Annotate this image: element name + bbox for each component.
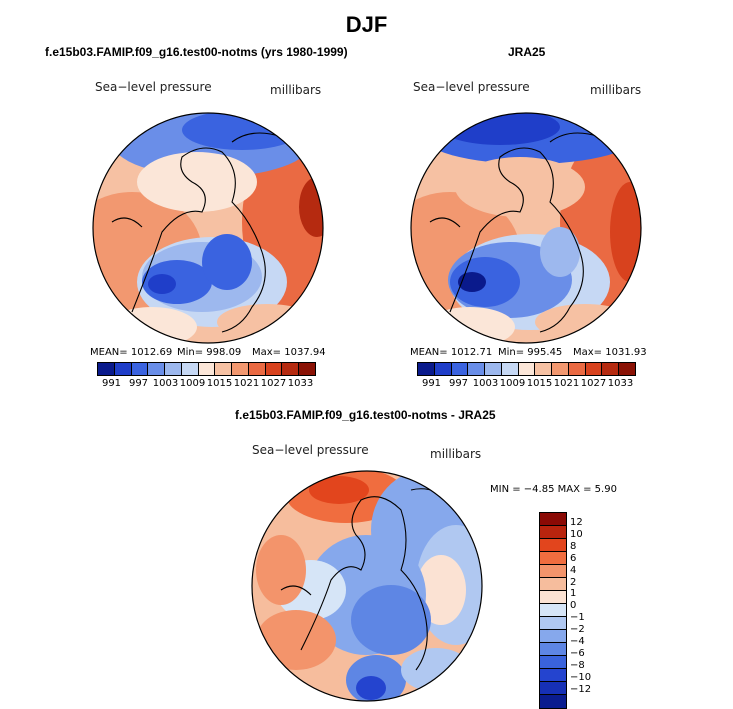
colorbar-swatch xyxy=(540,552,566,565)
colorbar-swatch xyxy=(602,363,620,375)
panel1-variable-label: Sea−level pressure xyxy=(95,80,212,94)
colorbar-tick-label: 1033 xyxy=(287,378,314,389)
colorbar-swatch xyxy=(540,539,566,552)
panel2-min: Min= 995.45 xyxy=(498,347,563,358)
colorbar-swatch xyxy=(148,363,166,375)
colorbar-swatch xyxy=(535,363,553,375)
colorbar-swatch xyxy=(282,363,300,375)
colorbar-swatch xyxy=(98,363,115,375)
colorbar-swatch xyxy=(540,669,566,682)
panel2-max: Max= 1031.93 xyxy=(573,347,647,358)
colorbar-tick-label: 12 xyxy=(570,517,583,528)
colorbar-swatch xyxy=(585,363,603,375)
colorbar-tick-label: 2 xyxy=(570,576,577,588)
colorbar-swatch xyxy=(181,363,199,375)
colorbar-tick-label: −6 xyxy=(570,647,585,659)
colorbar-swatch xyxy=(568,363,586,375)
colorbar-tick-label: −8 xyxy=(570,659,585,671)
colorbar-tick-label: 1027 xyxy=(580,378,607,389)
panel3-polar-map xyxy=(251,470,483,702)
colorbar-tick-label: 997 xyxy=(128,378,149,389)
colorbar-swatch xyxy=(540,591,566,604)
colorbar-swatch xyxy=(485,363,502,375)
panel1-units-label: millibars xyxy=(270,83,322,97)
panel1-colorbar xyxy=(97,362,316,376)
colorbar-swatch xyxy=(248,363,266,375)
panel2-colorbar xyxy=(417,362,636,376)
panel2-colorbar-ticks: 991 997 1003 1009 1015 1021 1027 1033 xyxy=(418,378,634,389)
colorbar-swatch xyxy=(540,526,566,539)
panel3-colorbar xyxy=(539,512,567,709)
colorbar-swatch xyxy=(540,630,566,643)
panel3-variable-label: Sea−level pressure xyxy=(252,443,369,457)
colorbar-tick-label: 991 xyxy=(421,378,442,389)
colorbar-tick-label: 4 xyxy=(570,564,577,576)
colorbar-tick-label: 8 xyxy=(570,540,577,552)
panel3-units-label: millibars xyxy=(430,447,482,461)
colorbar-tick-label: −10 xyxy=(570,671,592,683)
colorbar-tick-label: −2 xyxy=(570,624,585,636)
colorbar-swatch xyxy=(468,363,486,375)
colorbar-swatch xyxy=(540,578,566,591)
colorbar-tick-label: −12 xyxy=(570,683,592,695)
panel2-mean: MEAN= 1012.71 xyxy=(410,347,493,358)
panel1-title: f.e15b03.FAMIP.f09_g16.test00-notms (yrs… xyxy=(45,45,348,59)
panel2-variable-label: Sea−level pressure xyxy=(413,80,530,94)
colorbar-tick-label: 991 xyxy=(101,378,122,389)
colorbar-swatch xyxy=(434,363,452,375)
colorbar-swatch xyxy=(540,513,566,526)
colorbar-tick-label: 1009 xyxy=(179,378,206,389)
panel1-min: Min= 998.09 xyxy=(177,347,242,358)
colorbar-swatch xyxy=(215,363,233,375)
colorbar-swatch xyxy=(540,656,566,669)
colorbar-swatch xyxy=(540,682,566,695)
colorbar-swatch xyxy=(114,363,132,375)
colorbar-tick-label: 1003 xyxy=(472,378,499,389)
colorbar-tick-label: 10 xyxy=(570,528,583,540)
panel3-min-max: MIN = −4.85 MAX = 5.90 xyxy=(490,484,617,495)
colorbar-tick-label: −1 xyxy=(570,612,585,624)
colorbar-swatch xyxy=(540,565,566,578)
panel2-title: JRA25 xyxy=(508,45,546,59)
colorbar-swatch xyxy=(552,363,569,375)
colorbar-tick-label: 1015 xyxy=(206,378,233,389)
colorbar-tick-label: 997 xyxy=(448,378,469,389)
colorbar-swatch xyxy=(451,363,469,375)
colorbar-tick-label: 1021 xyxy=(233,378,260,389)
colorbar-swatch xyxy=(418,363,435,375)
colorbar-swatch xyxy=(619,363,635,375)
colorbar-tick-label: 1033 xyxy=(607,378,634,389)
colorbar-swatch xyxy=(265,363,283,375)
colorbar-swatch xyxy=(131,363,149,375)
panel1-max: Max= 1037.94 xyxy=(252,347,326,358)
colorbar-tick-label: 1003 xyxy=(152,378,179,389)
panel2-polar-map xyxy=(410,112,642,344)
colorbar-swatch xyxy=(540,617,566,630)
panel1-polar-map xyxy=(92,112,324,344)
colorbar-swatch xyxy=(299,363,315,375)
colorbar-swatch xyxy=(540,695,566,708)
colorbar-swatch xyxy=(540,604,566,617)
colorbar-tick-label: 1009 xyxy=(499,378,526,389)
colorbar-swatch xyxy=(198,363,216,375)
panel1-mean: MEAN= 1012.69 xyxy=(90,347,173,358)
colorbar-tick-label: 1027 xyxy=(260,378,287,389)
page-title: DJF xyxy=(345,12,388,37)
colorbar-tick-label: 0 xyxy=(570,600,577,612)
colorbar-swatch xyxy=(232,363,249,375)
colorbar-tick-label: 6 xyxy=(570,552,577,564)
panel1-colorbar-ticks: 991 997 1003 1009 1015 1021 1027 1033 xyxy=(98,378,314,389)
colorbar-swatch xyxy=(165,363,182,375)
colorbar-tick-label: 1 xyxy=(570,588,577,600)
colorbar-tick-label: 1015 xyxy=(526,378,553,389)
colorbar-swatch xyxy=(540,643,566,656)
colorbar-swatch xyxy=(518,363,536,375)
colorbar-tick-label: −4 xyxy=(570,636,585,647)
panel2-units-label: millibars xyxy=(590,83,642,97)
colorbar-tick-label: 1021 xyxy=(553,378,580,389)
panel3-title: f.e15b03.FAMIP.f09_g16.test00-notms - JR… xyxy=(235,408,496,422)
colorbar-swatch xyxy=(501,363,519,375)
